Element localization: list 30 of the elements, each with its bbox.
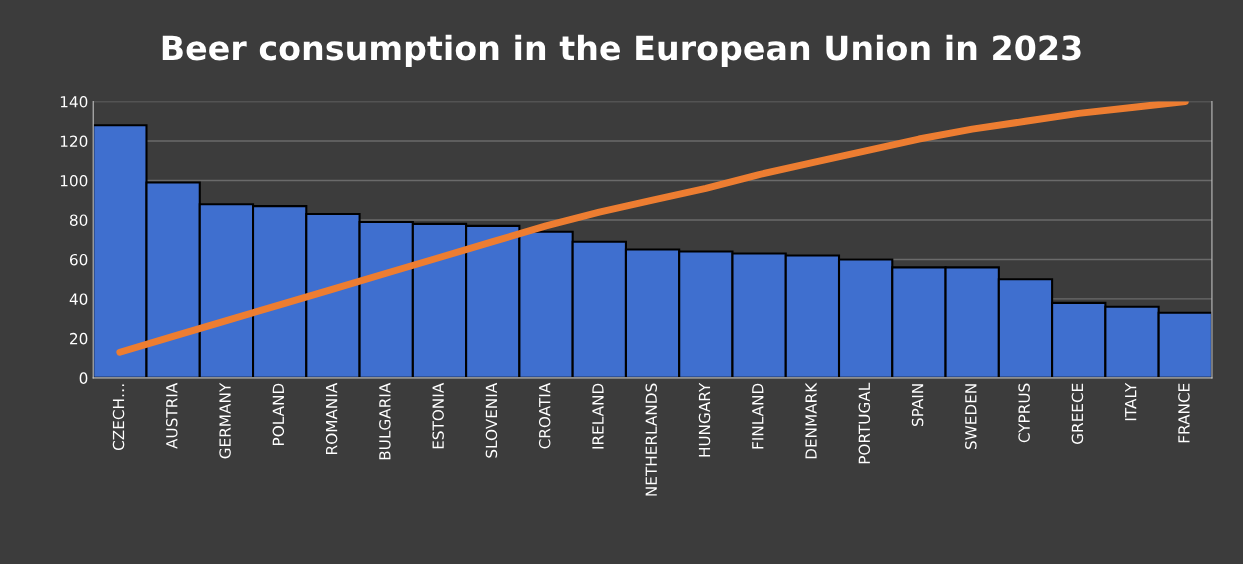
x-tick-label: IRELAND [592, 383, 604, 449]
x-tick-label: SWEDEN [965, 384, 977, 450]
x-tick-label: CZECH… [112, 384, 125, 451]
y-tick-label: 120 [60, 135, 88, 148]
y-tick-label: 140 [60, 95, 88, 108]
x-tick-label: NETHERLANDS [645, 383, 658, 496]
chart-title: Beer consumption in the European Union in 2023 [162, 34, 1081, 67]
y-tick-label: 80 [69, 214, 88, 226]
x-tick-label: HUNGARY [698, 382, 711, 457]
x-tick-label: PORTUGAL [858, 382, 871, 464]
x-tick-label: CYPRUS [1018, 383, 1030, 443]
x-tick-label: SPAIN [911, 384, 924, 427]
y-tick-label: 60 [69, 253, 88, 266]
x-tick-label: GERMANY [219, 382, 231, 459]
x-tick-label: ESTONIA [432, 382, 444, 449]
y-tick-label: 40 [69, 293, 88, 305]
x-tick-label: FRANCE [1178, 383, 1190, 443]
x-tick-label: CROATIA [538, 382, 551, 449]
x-tick-label: SLOVENIA [485, 382, 498, 458]
x-tick-label: ITALY [1125, 382, 1137, 421]
x-tick-label: POLAND [272, 383, 285, 445]
y-tick-label: 100 [60, 174, 88, 187]
x-tick-label: BULGARIA [379, 382, 391, 460]
y-tick-label: 0 [79, 372, 88, 384]
x-tick-label: ROMANIA [325, 382, 338, 454]
x-tick-label: DENMARK [805, 382, 817, 459]
x-tick-label: AUSTRIA [166, 382, 178, 449]
x-tick-label: FINLAND [752, 383, 764, 449]
y-tick-label: 20 [70, 332, 88, 345]
x-tick-label: GREECE [1071, 383, 1084, 444]
